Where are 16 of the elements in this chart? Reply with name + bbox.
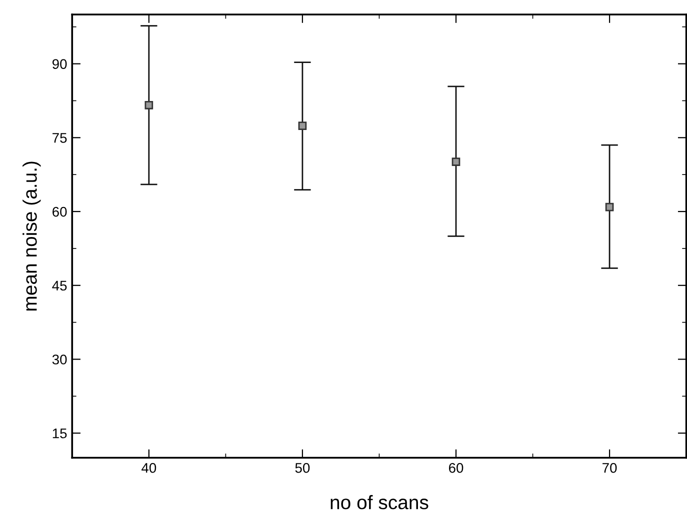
x-axis-title: no of scans xyxy=(330,495,428,510)
y-tick-label: 75 xyxy=(52,133,67,143)
point xyxy=(605,202,614,212)
y-tick-label: 45 xyxy=(52,280,67,291)
point xyxy=(452,158,460,166)
point xyxy=(298,122,307,130)
y-tick-label: 30 xyxy=(52,354,67,364)
y-tick-label: 15 xyxy=(52,428,67,438)
x-tick-label: 50 xyxy=(295,462,310,473)
y-tick-label: 90 xyxy=(52,59,67,69)
point xyxy=(144,100,154,110)
y-axis-title: mean noise (a.u.) xyxy=(22,162,41,311)
y-tick-label: 60 xyxy=(52,206,67,217)
x-tick-label: 60 xyxy=(448,462,464,473)
x-tick-label: 70 xyxy=(602,462,617,473)
x-tick-label: 40 xyxy=(142,462,156,473)
